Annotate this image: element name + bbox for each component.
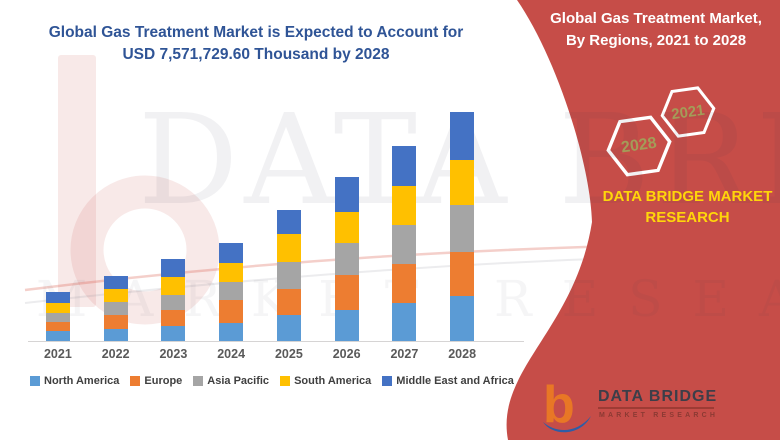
- svg-text:b: b: [543, 378, 575, 434]
- segment-europe-2024: [219, 300, 244, 323]
- segment-europe-2025: [276, 289, 301, 315]
- x-axis-line: [28, 341, 524, 342]
- legend-label: Asia Pacific: [207, 375, 270, 387]
- legend-label: Europe: [144, 375, 183, 387]
- segment-south-america-2028: [450, 160, 475, 205]
- hexagon-badge-2028-icon: [606, 115, 672, 177]
- legend-item-asia-pacific: Asia Pacific: [193, 375, 269, 387]
- x-label-2026: 2026: [332, 347, 361, 361]
- chart-title-line1: Global Gas Treatment Market is Expected …: [48, 24, 464, 41]
- bar-2026: [318, 110, 376, 341]
- bar-2021: [29, 110, 87, 341]
- legend-label: Middle East and Africa: [396, 375, 514, 387]
- footer-logo-underline: [598, 407, 714, 409]
- segment-asia-pacific-2025: [276, 262, 301, 289]
- legend-label: North America: [44, 375, 120, 387]
- segment-asia-pacific-2022: [103, 302, 128, 315]
- segment-middle-east-and-africa-2025: [276, 210, 301, 234]
- legend-item-europe: Europe: [130, 375, 182, 387]
- legend-swatch-icon: [382, 376, 393, 386]
- segment-europe-2026: [334, 275, 359, 310]
- segment-north-america-2028: [450, 296, 475, 341]
- segment-south-america-2023: [161, 277, 186, 295]
- segment-north-america-2022: [103, 329, 128, 341]
- legend-swatch-icon: [30, 376, 40, 386]
- x-axis-labels: 2021 2022 2023 2024 2025 2026 2027 2028: [29, 347, 491, 361]
- legend-swatch-icon: [193, 376, 204, 386]
- x-label-2028: 2028: [448, 347, 477, 361]
- segment-middle-east-and-africa-2023: [161, 259, 186, 277]
- bar-2027: [376, 110, 434, 341]
- x-label-2024: 2024: [217, 347, 246, 361]
- segment-south-america-2025: [276, 234, 301, 262]
- bar-2024: [202, 110, 260, 341]
- segment-asia-pacific-2024: [219, 282, 244, 300]
- data-bridge-logo-icon: b: [543, 378, 591, 434]
- segment-middle-east-and-africa-2027: [392, 146, 417, 186]
- segment-europe-2022: [103, 315, 128, 329]
- bar-2023: [145, 110, 203, 341]
- bar-2028: [433, 110, 491, 341]
- segment-south-america-2024: [219, 263, 244, 282]
- brand-name-line1: DATA BRIDGE MARKET: [602, 188, 773, 205]
- chart-legend: North America Europe Asia Pacific South Ame…: [30, 375, 514, 387]
- segment-south-america-2022: [103, 289, 128, 302]
- legend-item-south-america: South America: [280, 375, 371, 387]
- x-label-2027: 2027: [390, 347, 419, 361]
- stacked-bar-chart: [29, 110, 491, 341]
- footer-logo-name: DATA BRIDGE: [598, 388, 718, 405]
- segment-europe-2028: [450, 252, 475, 296]
- bar-2025: [260, 110, 318, 341]
- bar-2022: [87, 110, 145, 341]
- segment-asia-pacific-2028: [450, 205, 475, 252]
- segment-europe-2021: [45, 322, 70, 331]
- segment-north-america-2026: [334, 310, 359, 341]
- x-label-2023: 2023: [159, 347, 188, 361]
- segment-south-america-2027: [392, 186, 417, 225]
- legend-label: South America: [294, 375, 372, 387]
- segment-middle-east-and-africa-2021: [45, 292, 70, 303]
- segment-north-america-2023: [161, 326, 186, 341]
- legend-item-north-america: North America: [30, 375, 119, 387]
- right-panel-title: Global Gas Treatment Market, By Regions,…: [532, 8, 780, 52]
- chart-title: Global Gas Treatment Market is Expected …: [30, 22, 482, 66]
- legend-swatch-icon: [130, 376, 141, 386]
- segment-asia-pacific-2023: [161, 295, 186, 310]
- segment-north-america-2027: [392, 303, 417, 341]
- segment-asia-pacific-2027: [392, 225, 417, 264]
- segment-middle-east-and-africa-2026: [334, 177, 359, 212]
- x-label-2025: 2025: [274, 347, 303, 361]
- segment-middle-east-and-africa-2022: [103, 276, 128, 289]
- segment-asia-pacific-2026: [334, 243, 359, 275]
- segment-north-america-2024: [219, 323, 244, 341]
- segment-asia-pacific-2021: [45, 313, 70, 322]
- legend-swatch-icon: [280, 376, 291, 386]
- legend-item-middle-east-and-africa: Middle East and Africa: [382, 375, 514, 387]
- right-panel-title-line2: By Regions, 2021 to 2028: [565, 32, 747, 49]
- footer-logo-subtitle: MARKET RESEARCH: [599, 412, 719, 419]
- segment-middle-east-and-africa-2028: [450, 112, 475, 160]
- brand-name-line2: RESEARCH: [645, 209, 730, 226]
- x-label-2021: 2021: [43, 347, 72, 361]
- chart-title-line2: USD 7,571,729.60 Thousand by 2028: [122, 46, 390, 63]
- segment-south-america-2026: [334, 212, 359, 243]
- segment-north-america-2025: [276, 315, 301, 341]
- right-panel-title-line1: Global Gas Treatment Market,: [550, 10, 762, 27]
- x-label-2022: 2022: [101, 347, 130, 361]
- segment-north-america-2021: [45, 331, 70, 341]
- brand-name-text: DATA BRIDGE MARKET RESEARCH: [560, 186, 780, 228]
- segment-europe-2023: [161, 310, 186, 326]
- segment-middle-east-and-africa-2024: [219, 243, 244, 263]
- segment-europe-2027: [392, 264, 417, 303]
- hexagon-badge-2021-icon: [660, 86, 716, 138]
- segment-south-america-2021: [45, 303, 70, 313]
